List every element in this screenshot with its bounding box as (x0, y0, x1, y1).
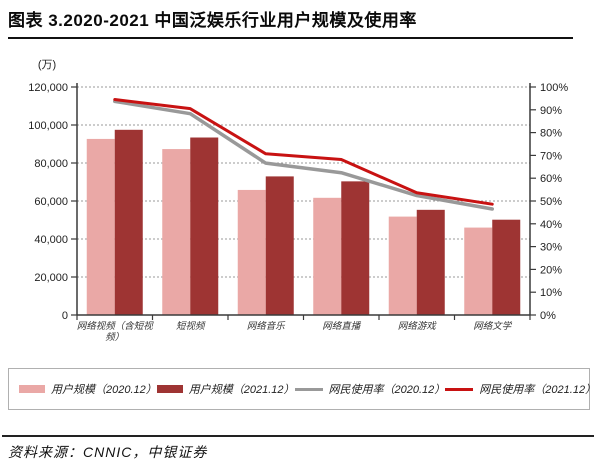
legend-label: 网民使用率（2021.12） (479, 384, 597, 396)
legend-item-users-2020: 用户规模（2020.12） (19, 381, 157, 397)
y-left-tick-label: 120,000 (28, 82, 68, 94)
legend-item-rate-2021: 网民使用率（2021.12） (445, 381, 596, 397)
y-right-tick-label: 40% (540, 219, 562, 231)
combo-chart: 0 20,000 40,000 60,000 80,000 100,000 120,000 (… (0, 50, 600, 362)
bar-series1-cat5 (492, 219, 521, 315)
y-right-tick-label: 10% (540, 287, 562, 299)
bar-series1-cat1 (190, 137, 219, 315)
bar-series1-cat3 (341, 181, 370, 315)
bar-series0-cat1 (162, 149, 191, 315)
bar-series1-cat0 (114, 129, 143, 315)
legend-label: 用户规模（2020.12） (51, 384, 157, 396)
legend-item-rate-2020: 网民使用率（2020.12） (294, 381, 446, 397)
chart-header: 图表 3.2020-2021 中国泛娱乐行业用户规模及使用率 (8, 6, 573, 39)
usage-rate-line-0 (113, 99, 494, 211)
x-tick-label: 网络文学 (473, 320, 513, 332)
bar-series0-cat3 (313, 197, 342, 315)
bar-series0-cat5 (464, 227, 493, 315)
bar-series1-cat4 (416, 209, 445, 315)
divider (2, 435, 594, 437)
legend-label: 用户规模（2021.12） (188, 384, 295, 396)
y-left-unit: (万) (38, 59, 56, 71)
y-right-tick-label: 90% (540, 105, 562, 117)
bar-series1-cat2 (265, 176, 294, 315)
source-text: 资料来源：CNNIC，中银证券 (8, 444, 208, 460)
legend-swatch-rate-2020 (294, 387, 323, 391)
usage-rate-line-1 (113, 98, 494, 206)
y-right-tick-label: 50% (540, 196, 562, 208)
x-tick-label: 网络直播 (322, 320, 362, 332)
y-right-tick-label: 30% (540, 242, 562, 254)
x-tick-label: 网络音乐 (247, 320, 287, 332)
legend: 用户规模（2020.12） 用户规模（2021.12） 网民使用率（2020.1… (8, 368, 596, 410)
x-tick-label: 网络视频（含短视频） (77, 320, 155, 343)
y-left-tick-label: 100,000 (28, 120, 68, 132)
source-note: 资料来源：CNNIC，中银证券 (2, 435, 594, 462)
chart-canvas: 0 20,000 40,000 60,000 80,000 100,000 120,000 (… (28, 59, 568, 343)
legend-swatch-rate-2021 (445, 387, 474, 391)
x-tick-label: 网络游戏 (398, 320, 438, 332)
y-left-tick-label: 40,000 (34, 234, 68, 246)
bar-series0-cat4 (388, 216, 417, 315)
page-title: 图表 3.2020-2021 中国泛娱乐行业用户规模及使用率 (8, 11, 417, 30)
y-right-tick-label: 100% (540, 82, 568, 94)
legend-label: 网民使用率（2020.12） (328, 384, 446, 396)
bar-series0-cat2 (237, 189, 266, 315)
legend-swatch-users-2021 (156, 385, 183, 393)
y-right-tick-label: 20% (540, 264, 562, 276)
y-left-tick-label: 60,000 (34, 196, 68, 208)
y-left-tick-label: 80,000 (34, 158, 68, 170)
legend-swatch-users-2020 (19, 385, 45, 393)
x-tick-label: 短视频 (176, 321, 206, 332)
y-right-tick-label: 80% (540, 128, 562, 140)
bar-series0-cat0 (86, 138, 115, 315)
legend-item-users-2021: 用户规模（2021.12） (156, 381, 295, 397)
y-right-tick-label: 0% (540, 310, 556, 322)
y-left-tick-label: 20,000 (34, 272, 68, 284)
y-right-tick-label: 60% (540, 173, 562, 185)
y-left-tick-label: 0 (62, 310, 68, 322)
y-right-tick-label: 70% (540, 150, 562, 162)
